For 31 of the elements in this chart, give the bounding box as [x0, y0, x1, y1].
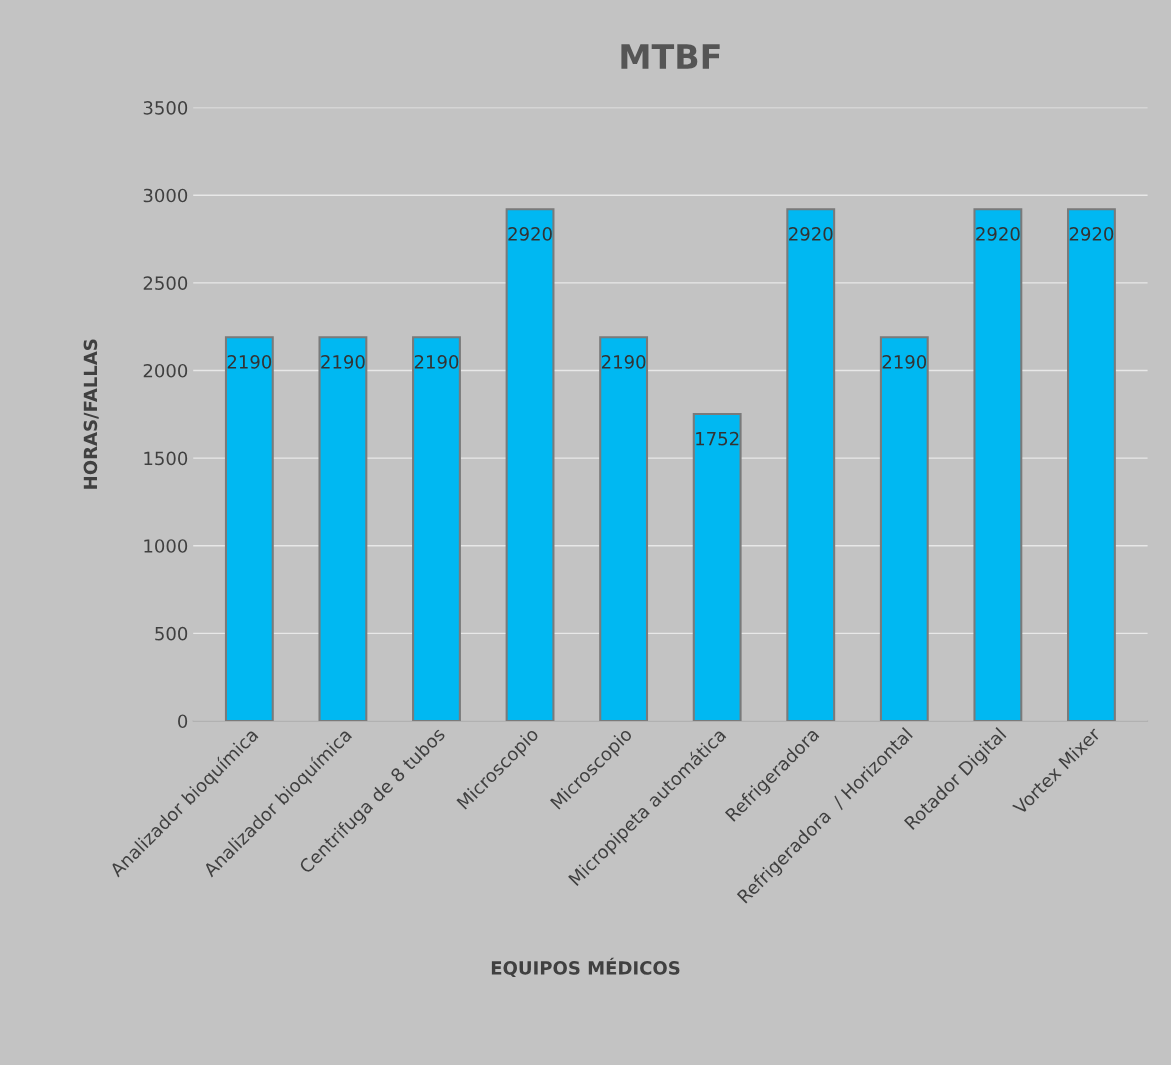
data-label: 2920 — [508, 227, 552, 241]
y-tick-label: 1500 — [144, 451, 188, 466]
data-label: 2190 — [601, 355, 646, 369]
bar — [224, 336, 274, 722]
bar — [505, 208, 555, 722]
data-label: 1752 — [696, 431, 739, 446]
bar — [973, 208, 1023, 722]
bar — [412, 336, 461, 722]
bar — [318, 336, 368, 722]
bar — [1067, 208, 1116, 722]
y-tick-label: 2500 — [143, 276, 188, 290]
chart-title: MTBF — [621, 44, 720, 69]
data-label: 2190 — [882, 355, 927, 369]
y-axis-title: HORAS/FALLAS — [83, 339, 99, 489]
bar — [599, 336, 649, 722]
x-axis-title: EQUIPOS MÉDICOS — [491, 957, 680, 978]
y-tick-label: 0 — [178, 714, 188, 729]
y-tick-label: 500 — [155, 626, 188, 641]
y-tick-label: 3500 — [143, 101, 188, 115]
y-tick-label: 3000 — [143, 188, 188, 203]
bar — [786, 208, 836, 722]
data-label: 2190 — [414, 355, 459, 369]
bar — [692, 412, 742, 722]
data-label: 2920 — [1069, 227, 1114, 241]
y-tick-label: 2000 — [143, 363, 188, 378]
y-tick-label: 1000 — [144, 539, 188, 553]
data-label: 2920 — [789, 227, 833, 241]
data-label: 2920 — [976, 227, 1020, 241]
data-label: 2190 — [227, 355, 272, 369]
bar — [879, 336, 929, 722]
data-label: 2190 — [321, 355, 365, 369]
